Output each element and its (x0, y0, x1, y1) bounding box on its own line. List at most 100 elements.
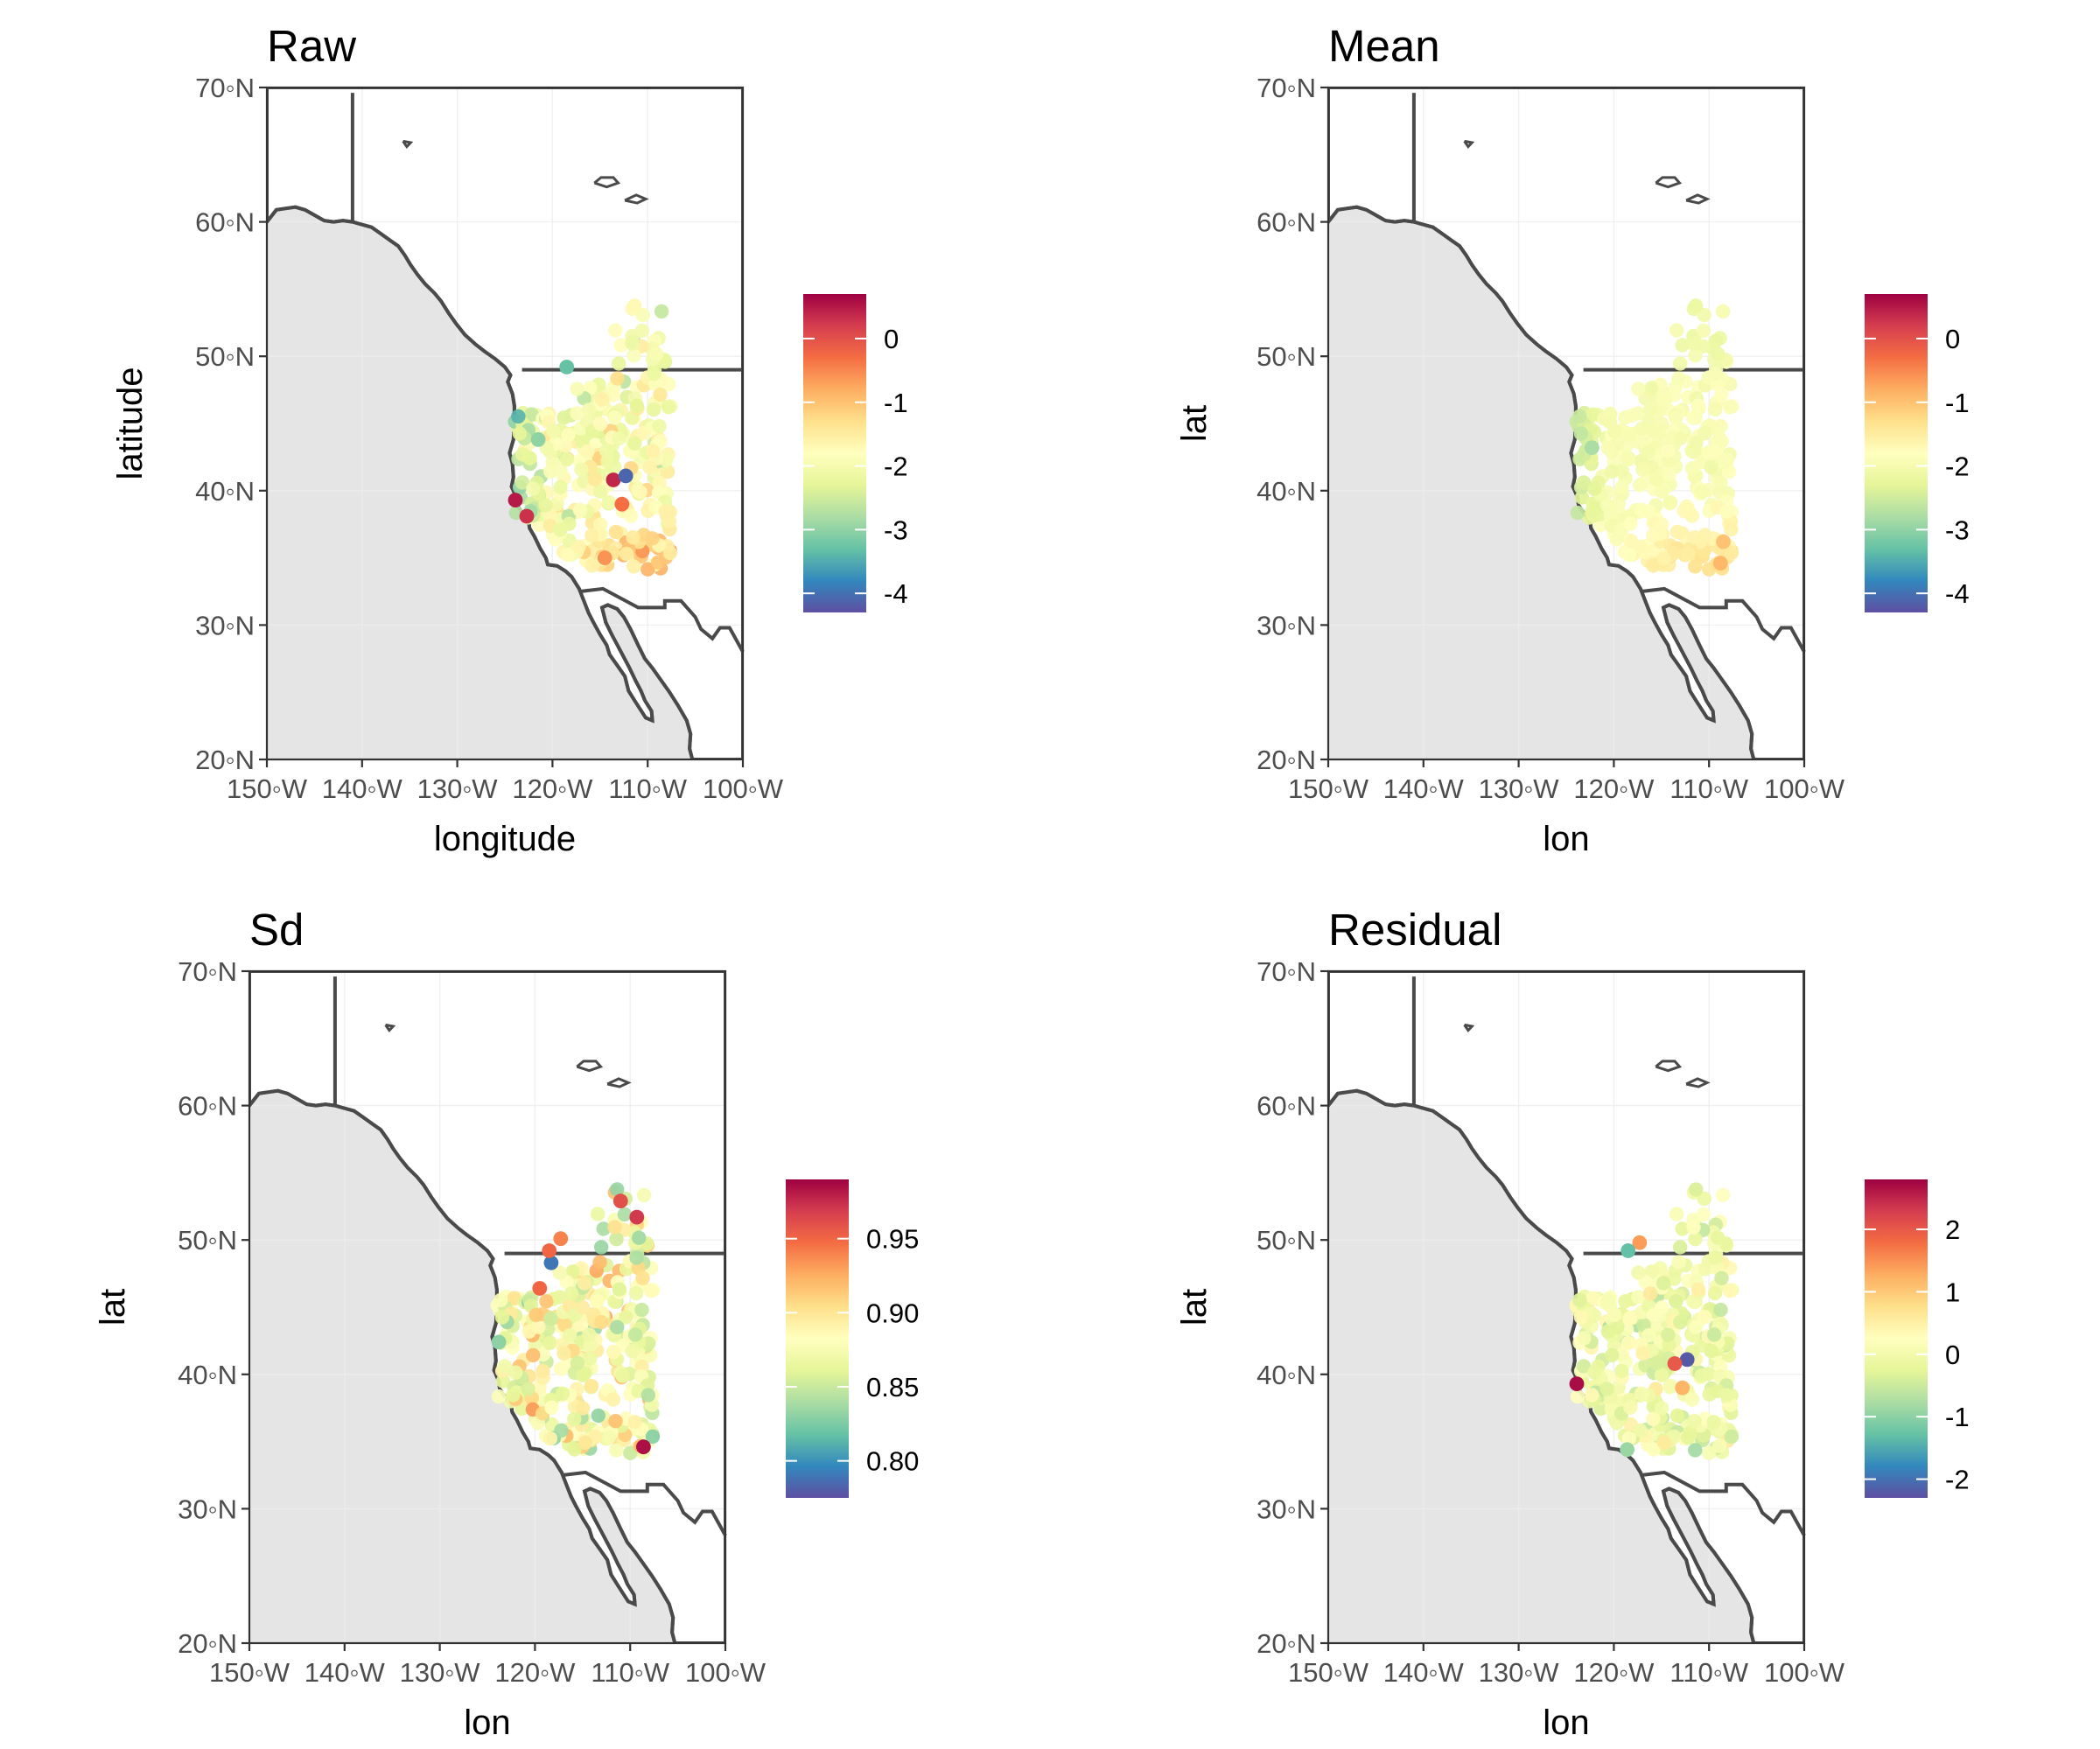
station-point (1620, 451, 1636, 467)
x-tick-label: 100◦W (685, 1657, 766, 1688)
station-point (1621, 548, 1637, 563)
station-point (1707, 1285, 1723, 1301)
station-point (1623, 516, 1638, 531)
panel-frame (248, 969, 727, 1645)
y-tick-label: 40◦N (1256, 1360, 1316, 1390)
station-point (508, 493, 523, 507)
station-point (1688, 1443, 1703, 1458)
map-panel-mean: 150◦W 140◦W 130◦W 120◦W 110◦W 100◦W 20◦N 30◦N 40… (1175, 21, 1970, 858)
station-point (1632, 1235, 1648, 1250)
lake-outline (1655, 176, 1683, 189)
station-point (554, 1423, 569, 1438)
x-tick-label: 150◦W (209, 1657, 290, 1688)
station-point (1600, 440, 1615, 455)
x-tick-label: 140◦W (1383, 1657, 1465, 1688)
station-point (1719, 504, 1735, 519)
station-point (594, 1315, 609, 1330)
colorbar (803, 294, 866, 612)
x-tick-label: 130◦W (1479, 1657, 1560, 1688)
station-point (1694, 1368, 1709, 1383)
station-point (647, 367, 662, 381)
station-point (508, 1365, 523, 1380)
station-point (1722, 400, 1738, 415)
station-point (629, 398, 644, 413)
station-point (1687, 1414, 1702, 1429)
panel-title: Raw (267, 21, 356, 71)
station-point (635, 307, 650, 323)
station-point (590, 1294, 605, 1309)
station-point (584, 558, 599, 573)
station-point (601, 494, 617, 510)
station-point (1671, 371, 1686, 386)
station-point (1698, 426, 1712, 441)
station-point (1688, 348, 1703, 363)
station-point (1680, 1430, 1696, 1445)
station-point (625, 336, 640, 351)
y-tick-label: 30◦N (178, 1494, 237, 1524)
station-point (1706, 1415, 1721, 1430)
colorbar-label: 0.85 (866, 1372, 919, 1403)
station-point (539, 1294, 554, 1309)
colorbar-label: 0 (1945, 1340, 1960, 1370)
station-point (1661, 1327, 1676, 1342)
station-point (1648, 1355, 1664, 1371)
x-tick-label: 130◦W (1479, 773, 1560, 804)
station-point (1646, 1442, 1661, 1457)
y-tick-label: 20◦N (1256, 1628, 1316, 1659)
station-point (1587, 481, 1602, 496)
station-point (1712, 1438, 1727, 1453)
station-point (1573, 1310, 1589, 1325)
station-point (1631, 406, 1646, 421)
y-tick-label: 60◦N (1256, 1091, 1316, 1122)
station-point (584, 1378, 599, 1394)
station-point (1646, 1411, 1661, 1427)
x-tick-label: 120◦W (512, 773, 593, 804)
colorbar-label: -3 (1945, 514, 1970, 545)
x-tick-label: 130◦W (400, 1657, 481, 1688)
station-point (1631, 381, 1646, 396)
station-point (1711, 346, 1726, 361)
colorbar-legend: 0 -1 -2 -3 -4 (1865, 294, 1970, 612)
station-point (561, 427, 576, 443)
x-axis-title: lon (1543, 1704, 1589, 1742)
station-point (1706, 1327, 1722, 1342)
station-point (1662, 1378, 1678, 1394)
y-tick-label: 30◦N (1256, 1494, 1316, 1524)
station-point (627, 1327, 643, 1342)
station-point (1698, 1310, 1712, 1325)
station-point (1585, 440, 1600, 455)
station-point (633, 485, 648, 500)
station-point (577, 1276, 592, 1291)
station-point (1704, 1343, 1718, 1359)
station-point (1600, 1382, 1614, 1396)
station-point (1715, 1187, 1731, 1203)
station-point (1622, 1311, 1637, 1326)
station-point (608, 323, 623, 338)
y-axis-title: lat (1175, 1289, 1214, 1326)
station-point (1631, 1290, 1646, 1305)
y-tick-label: 70◦N (195, 73, 255, 103)
station-point (645, 444, 661, 458)
station-point (609, 1232, 624, 1247)
station-point (1585, 1388, 1600, 1403)
station-point (1656, 1435, 1672, 1451)
station-point (1635, 462, 1650, 477)
station-point (636, 1187, 652, 1203)
colorbar-label: 2 (1945, 1214, 1960, 1245)
station-point (494, 1310, 510, 1325)
station-point (1670, 323, 1684, 338)
station-point (519, 508, 535, 524)
station-point (1675, 1380, 1690, 1396)
station-point (511, 409, 526, 424)
colorbar-label: -2 (1945, 1465, 1970, 1495)
station-point (1713, 418, 1728, 434)
station-point (652, 418, 667, 434)
station-point (1646, 558, 1661, 573)
colorbar-label: -1 (1945, 388, 1970, 418)
station-point (1711, 1230, 1726, 1245)
station-point (570, 1355, 585, 1371)
station-point (599, 444, 614, 458)
x-tick-label: 140◦W (304, 1657, 386, 1688)
station-point (532, 1281, 548, 1296)
